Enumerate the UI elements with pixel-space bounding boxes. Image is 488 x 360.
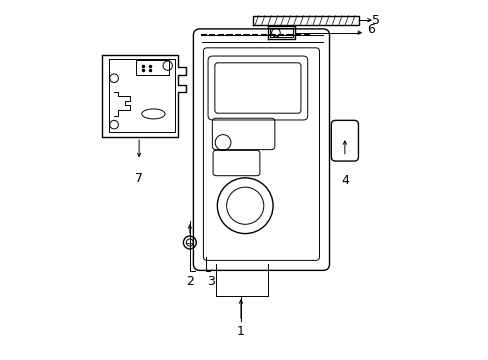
Text: 3: 3: [206, 275, 214, 288]
Text: 4: 4: [340, 174, 348, 186]
Text: 1: 1: [237, 325, 244, 338]
Text: 2: 2: [185, 275, 193, 288]
Text: 6: 6: [366, 23, 374, 36]
Text: 7: 7: [135, 172, 143, 185]
Text: 5: 5: [371, 14, 379, 27]
